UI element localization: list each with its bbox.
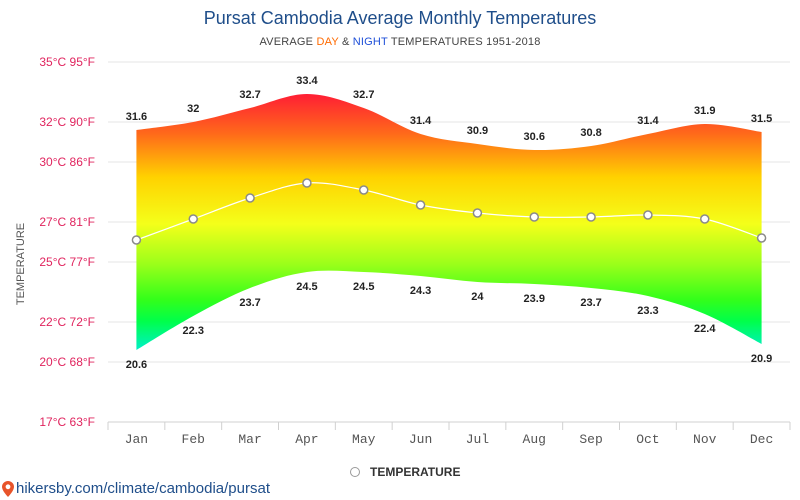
- x-tick-label: Aug: [523, 432, 546, 447]
- day-value-label: 31.5: [751, 113, 772, 125]
- night-value-label: 23.7: [239, 297, 260, 309]
- day-value-label: 32: [187, 103, 199, 115]
- subtitle-prefix: AVERAGE: [259, 36, 317, 48]
- x-tick-label: Sep: [579, 432, 602, 447]
- source-text: hikersby.com/climate/cambodia/pursat: [16, 480, 270, 497]
- x-tick-label: Dec: [750, 432, 773, 447]
- average-temperature-point: [472, 208, 483, 218]
- average-temperature-point: [302, 178, 312, 188]
- y-tick-label: 35°C 95°F: [39, 55, 95, 69]
- day-value-label: 31.9: [694, 105, 715, 117]
- night-value-label: 22.3: [183, 325, 204, 337]
- average-temperature-point: [245, 193, 255, 203]
- x-tick-label: Nov: [693, 432, 717, 447]
- subtitle-suffix: TEMPERATURES 1951-2018: [387, 36, 541, 48]
- y-tick-label: 25°C 77°F: [39, 255, 95, 269]
- night-value-label: 24.3: [410, 285, 431, 297]
- x-tick-label: Jun: [409, 432, 432, 447]
- day-value-label: 31.6: [126, 111, 147, 123]
- average-temperature-point: [188, 214, 198, 224]
- average-temperature-point: [131, 235, 142, 245]
- subtitle-amp: &: [338, 36, 353, 48]
- average-temperature-line: [136, 182, 762, 241]
- y-tick-label: 27°C 81°F: [39, 215, 95, 229]
- night-value-label: 24: [471, 291, 484, 303]
- x-tick-label: Mar: [238, 432, 261, 447]
- night-value-label: 23.3: [637, 305, 658, 317]
- average-temperature-point: [529, 212, 539, 222]
- average-temperature-point: [756, 233, 767, 243]
- chart-subtitle: AVERAGE DAY & NIGHT TEMPERATURES 1951-20…: [0, 36, 800, 48]
- day-value-label: 31.4: [410, 115, 432, 127]
- y-tick-label: 32°C 90°F: [39, 115, 95, 129]
- y-tick-label: 17°C 63°F: [39, 415, 95, 429]
- day-value-label: 31.4: [637, 115, 659, 127]
- day-value-label: 30.9: [467, 125, 488, 137]
- subtitle-day: DAY: [316, 36, 339, 48]
- night-value-label: 23.9: [524, 293, 545, 305]
- day-night-range-area: [136, 94, 762, 350]
- night-value-label: 20.6: [126, 359, 147, 371]
- y-axis-title: TEMPERATURE: [15, 223, 27, 305]
- day-value-label: 33.4: [296, 75, 318, 87]
- x-tick-label: Jan: [125, 432, 148, 447]
- y-tick-label: 20°C 68°F: [39, 355, 95, 369]
- average-temperature-point: [415, 200, 426, 210]
- x-tick-label: Jul: [466, 432, 490, 447]
- average-temperature-point: [700, 214, 710, 224]
- map-pin-icon: [2, 480, 14, 497]
- average-temperature-point: [643, 210, 653, 220]
- day-value-label: 32.7: [353, 89, 374, 101]
- night-value-label: 22.4: [694, 323, 716, 335]
- chart-legend[interactable]: TEMPERATURE: [350, 464, 460, 480]
- night-value-label: 23.7: [580, 297, 601, 309]
- x-tick-label: Apr: [295, 432, 318, 447]
- average-temperature-point: [586, 212, 596, 222]
- subtitle-night: NIGHT: [352, 36, 388, 48]
- y-tick-label: 30°C 86°F: [39, 155, 95, 169]
- legend-marker-icon: [350, 467, 360, 477]
- x-tick-label: May: [352, 432, 376, 447]
- day-value-label: 32.7: [239, 89, 260, 101]
- night-value-label: 24.5: [296, 281, 317, 293]
- chart-title: Pursat Cambodia Average Monthly Temperat…: [203, 8, 597, 28]
- y-tick-label: 22°C 72°F: [39, 315, 95, 329]
- x-tick-label: Oct: [636, 432, 659, 447]
- day-value-label: 30.6: [524, 131, 545, 143]
- legend-label: TEMPERATURE: [370, 465, 461, 479]
- night-value-label: 20.9: [751, 353, 772, 365]
- day-value-label: 30.8: [580, 127, 601, 139]
- x-tick-label: Feb: [182, 432, 205, 447]
- average-temperature-point: [359, 185, 369, 195]
- night-value-label: 24.5: [353, 281, 374, 293]
- source-link[interactable]: hikersby.com/climate/cambodia/pursat: [2, 480, 270, 497]
